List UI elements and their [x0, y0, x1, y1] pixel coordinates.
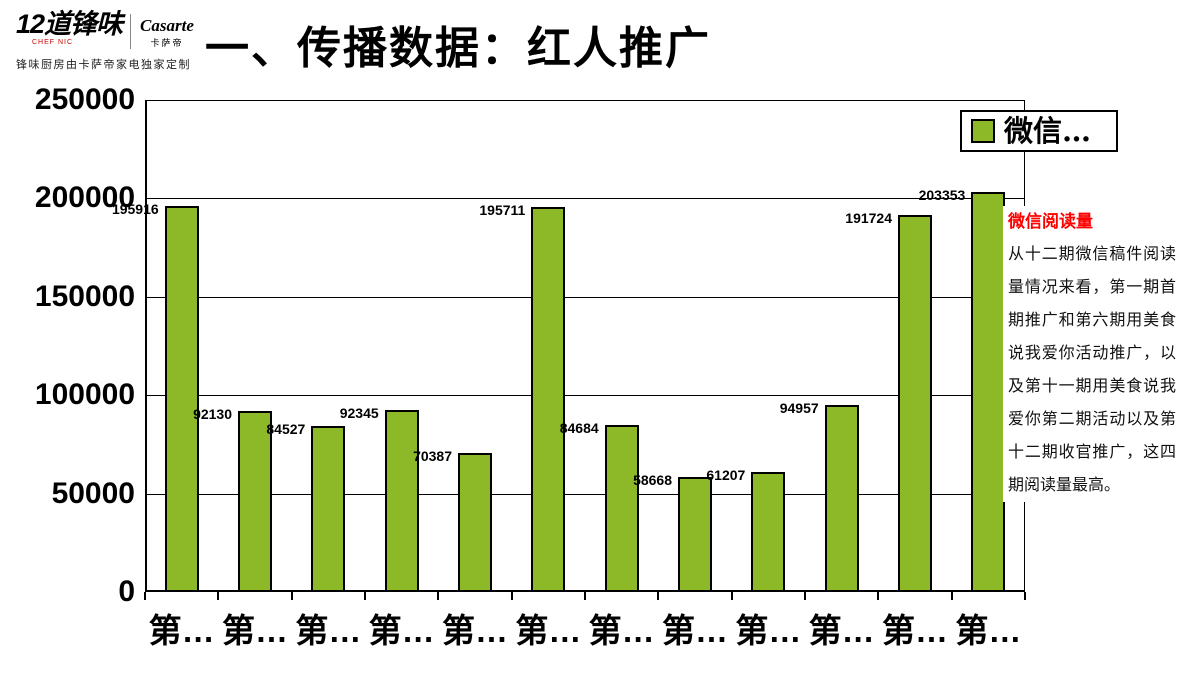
plot-area	[145, 100, 1025, 592]
y-axis-tick-label: 250000	[34, 83, 135, 116]
chef-nic-logo-subtext: CHEF NIC	[32, 39, 74, 46]
bar-value-label: 195711	[479, 201, 526, 218]
bar-value-label: 61207	[706, 466, 746, 483]
casarte-logo: Casarte 卡萨帝	[130, 14, 194, 49]
gridline	[145, 296, 1025, 298]
bar	[971, 191, 1006, 592]
legend-color-swatch	[971, 119, 995, 143]
y-axis-tick-label: 200000	[34, 181, 135, 215]
x-axis-tick	[657, 592, 660, 600]
chef-nic-logo-text: 12道锋味	[16, 9, 123, 39]
bar	[531, 206, 566, 592]
x-axis-category-label: 第…	[735, 612, 802, 649]
bar-value-label: 94957	[779, 400, 819, 417]
bar	[604, 425, 639, 592]
bar	[751, 471, 786, 592]
x-axis-category-label: 第…	[808, 612, 875, 649]
x-axis-category-label: 第…	[441, 612, 508, 649]
x-axis-tick	[950, 592, 953, 600]
gridline	[145, 198, 1025, 200]
x-axis-tick	[437, 592, 440, 600]
bar	[384, 410, 419, 592]
annotation-title: 微信阅读量	[1008, 212, 1093, 231]
annotation-box: 微信阅读量 从十二期微信稿件阅读量情况来看，第一期首期推广和第六期用美食说我爱你…	[1003, 206, 1185, 502]
x-axis-category-label: 第…	[881, 612, 948, 649]
x-axis-category-label: 第…	[588, 612, 655, 649]
bar-value-label: 195916	[111, 201, 159, 218]
bar	[824, 405, 859, 592]
y-axis-tick-label: 150000	[34, 279, 135, 313]
x-axis-tick	[364, 592, 366, 600]
x-axis-tick	[217, 592, 220, 600]
x-axis-category-label: 第…	[515, 612, 582, 649]
x-axis-tick	[730, 592, 733, 600]
bar-value-label: 70387	[413, 448, 452, 465]
gridline	[145, 395, 1025, 397]
brand-tagline: 锋味厨房由卡萨帝家电独家定制	[16, 59, 191, 71]
chef-nic-logo: 12道锋味 CHEF NIC	[16, 6, 130, 46]
bar	[898, 214, 932, 592]
x-axis-tick	[584, 592, 586, 600]
legend-series-label: 微信…	[1004, 113, 1092, 148]
x-axis-tick	[1024, 592, 1026, 600]
x-axis-category-label: 第…	[221, 612, 288, 649]
bar	[458, 453, 492, 592]
bar-value-label: 92345	[339, 405, 379, 422]
annotation-body: 从十二期微信稿件阅读量情况来看，第一期首期推广和第六期用美食说我爱你活动推广，以…	[1008, 246, 1176, 494]
x-axis-tick	[804, 592, 806, 600]
logo-row: 12道锋味 CHEF NIC Casarte 卡萨帝	[16, 6, 226, 49]
gridline	[145, 493, 1025, 495]
bar-value-label: 203353	[918, 186, 966, 203]
bar	[164, 206, 199, 592]
y-axis-tick-label: 0	[118, 575, 135, 608]
x-axis-tick	[510, 592, 513, 600]
x-axis-tick	[290, 592, 293, 600]
x-axis-category-label: 第…	[368, 612, 435, 649]
bar	[311, 425, 346, 592]
y-axis-tick-label: 100000	[34, 378, 135, 412]
x-axis-category-label: 第…	[148, 612, 215, 649]
y-axis-tick-label: 50000	[51, 476, 135, 510]
bar	[678, 476, 712, 592]
brand-logo-block: 12道锋味 CHEF NIC Casarte 卡萨帝 锋味厨房由卡萨帝家电独家定…	[16, 6, 226, 72]
x-axis-tick	[144, 592, 146, 600]
chart-legend: 微信…	[960, 110, 1118, 152]
bar-value-label: 191724	[845, 209, 892, 226]
casarte-logo-subtext: 卡萨帝	[150, 38, 184, 48]
x-axis-category-label: 第…	[661, 612, 728, 649]
bar	[238, 410, 272, 592]
page-title: 一、传播数据：红人推广	[205, 24, 711, 73]
x-axis-tick	[877, 592, 880, 600]
bar-value-label: 58668	[633, 471, 672, 488]
casarte-logo-text: Casarte	[140, 16, 194, 35]
bar-value-label: 92130	[193, 405, 232, 422]
x-axis-category-label: 第…	[955, 612, 1022, 649]
bar-value-label: 84684	[559, 420, 599, 437]
bar-value-label: 84527	[266, 420, 306, 437]
x-axis-category-label: 第…	[295, 612, 362, 649]
